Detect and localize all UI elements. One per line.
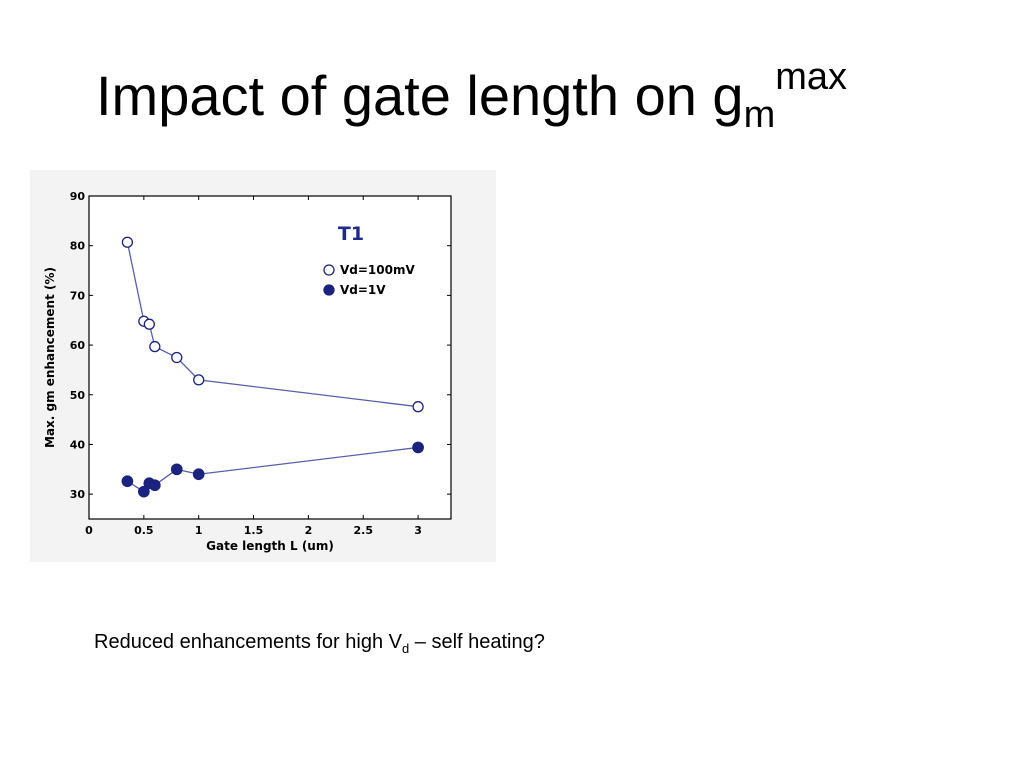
data-point-series-2 <box>412 441 424 454</box>
x-tick-label: 1 <box>195 524 203 537</box>
slide-title-main: Impact of gate length on g <box>96 64 744 127</box>
y-tick-label: 40 <box>70 438 86 451</box>
legend-marker <box>323 284 335 296</box>
legend-label: Vd=1V <box>340 283 386 297</box>
data-point-series-2 <box>192 468 205 481</box>
data-point-series-1 <box>193 374 205 386</box>
caption-subscript: d <box>401 641 410 656</box>
caption-main: Reduced enhancements for high V <box>94 631 402 653</box>
x-tick-label: 3 <box>414 524 422 537</box>
data-point-series-1 <box>149 340 161 353</box>
legend-marker <box>323 264 335 276</box>
y-tick-label: 30 <box>70 488 86 501</box>
caption-tail: – self heating? <box>409 631 545 653</box>
y-tick-label: 60 <box>70 339 86 352</box>
x-tick-label: 2.5 <box>353 524 373 537</box>
data-point-series-2 <box>148 479 161 492</box>
y-tick-label: 70 <box>70 289 86 302</box>
data-point-series-1 <box>171 351 183 364</box>
x-tick-label: 1.5 <box>244 524 264 537</box>
x-axis-label: Gate length L (um) <box>206 539 334 553</box>
data-point-series-1 <box>121 236 134 248</box>
x-tick-label: 0 <box>85 524 93 537</box>
x-tick-label: 2 <box>305 524 313 537</box>
data-point-series-2 <box>121 475 134 488</box>
legend-label: Vd=100mV <box>340 263 415 277</box>
slide-title-subscript: m <box>743 94 776 136</box>
data-point-series-2 <box>137 485 150 498</box>
y-axis-label: Max. gm enhancement (%) <box>43 267 57 448</box>
y-tick-label: 90 <box>70 190 86 203</box>
chart-title: T1 <box>338 223 364 245</box>
data-point-series-1 <box>412 401 424 413</box>
slide-caption: Reduced enhancements for high Vd – self … <box>94 631 545 656</box>
y-tick-label: 80 <box>70 240 86 253</box>
slide-title: Impact of gate length on gmmax <box>96 58 847 134</box>
data-point-series-2 <box>170 463 183 476</box>
gm-enhancement-chart: 0 0.5 1 1.5 2 2.5 3 30 40 50 60 70 80 90 Gate length L… <box>43 190 452 553</box>
y-tick-label: 50 <box>70 389 86 402</box>
x-tick-label: 0.5 <box>134 524 154 537</box>
data-point-series-1 <box>143 318 155 330</box>
slide-title-superscript: max <box>775 56 848 98</box>
chart-panel: 0 0.5 1 1.5 2 2.5 3 30 40 50 60 70 80 90 Gate length L… <box>30 170 496 562</box>
plot-area-frame <box>88 195 452 520</box>
